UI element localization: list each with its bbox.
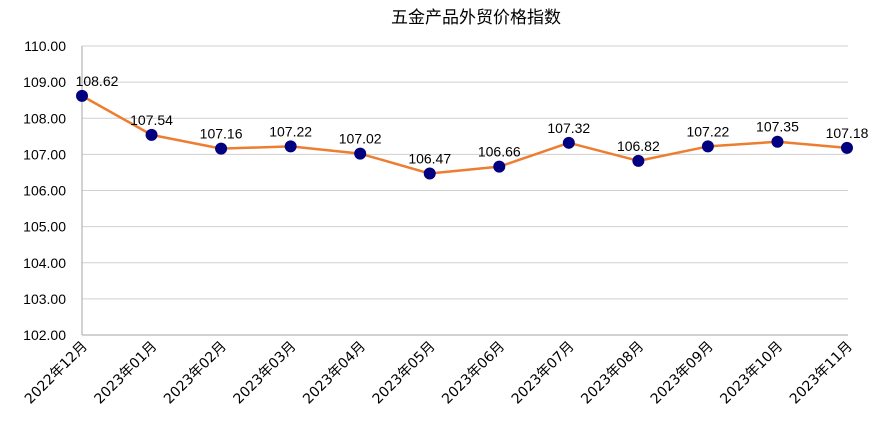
y-tick-label: 110.00 — [24, 38, 66, 54]
data-label: 107.32 — [547, 120, 590, 136]
y-tick-label: 106.00 — [23, 183, 66, 199]
data-label: 107.54 — [130, 112, 173, 128]
x-tick-label: 2023年02月 — [161, 339, 230, 408]
data-point — [562, 136, 575, 149]
markers-group — [76, 89, 853, 180]
data-label: 106.66 — [478, 144, 521, 160]
data-point — [632, 154, 645, 167]
x-tick-label: 2023年06月 — [439, 339, 508, 408]
data-point — [284, 140, 297, 153]
y-tick-label: 108.00 — [23, 110, 66, 126]
x-tick-label: 2023年01月 — [91, 339, 160, 408]
series-group — [81, 94, 848, 175]
x-axis-ticks: 2022年12月 2023年01月 2023年02月 2023年03月 2023年04月… — [22, 339, 856, 408]
data-point — [354, 147, 367, 160]
x-tick-label: 2023年07月 — [509, 339, 578, 408]
data-point — [771, 135, 784, 148]
x-tick-label: 2022年12月 — [22, 339, 91, 408]
x-tick-label: 2023年08月 — [578, 339, 647, 408]
data-point — [145, 128, 158, 141]
data-labels-group: 108.62 107.54 107.16 107.22 107.02 106.47 106.… — [76, 73, 869, 167]
data-point — [841, 141, 853, 154]
x-tick-label: 2023年11月 — [787, 339, 856, 408]
y-tick-label: 104.00 — [23, 255, 66, 271]
data-point — [76, 89, 88, 102]
x-tick-label: 2023年05月 — [370, 339, 439, 408]
data-point — [423, 167, 436, 180]
data-point — [701, 140, 714, 153]
x-tick-label: 2023年03月 — [231, 339, 300, 408]
x-tick-label: 2023年10月 — [717, 339, 786, 408]
x-tick-label: 2023年09月 — [648, 339, 717, 408]
data-label: 107.16 — [200, 126, 243, 142]
y-tick-label: 107.00 — [23, 146, 66, 162]
gridlines — [81, 45, 848, 336]
data-label: 106.47 — [408, 151, 451, 167]
series-line — [81, 94, 848, 175]
chart-title: 五金产品外贸价格指数 — [391, 8, 561, 28]
data-point — [493, 160, 506, 173]
data-point — [215, 142, 228, 155]
data-label: 107.22 — [269, 123, 312, 139]
data-label: 107.18 — [826, 125, 869, 141]
data-label: 107.02 — [339, 131, 382, 147]
data-label: 107.22 — [686, 123, 729, 139]
y-tick-label: 103.00 — [23, 291, 66, 307]
data-label: 106.82 — [617, 138, 660, 154]
y-tick-label: 102.00 — [23, 327, 66, 343]
data-label: 107.35 — [756, 119, 799, 135]
data-label: 108.62 — [76, 73, 119, 89]
y-tick-label: 109.00 — [23, 74, 66, 90]
x-tick-label: 2023年04月 — [300, 339, 369, 408]
y-tick-label: 105.00 — [23, 219, 66, 235]
y-axis-ticks: 102.00 103.00 104.00 105.00 106.00 107.00 108.… — [23, 38, 66, 343]
